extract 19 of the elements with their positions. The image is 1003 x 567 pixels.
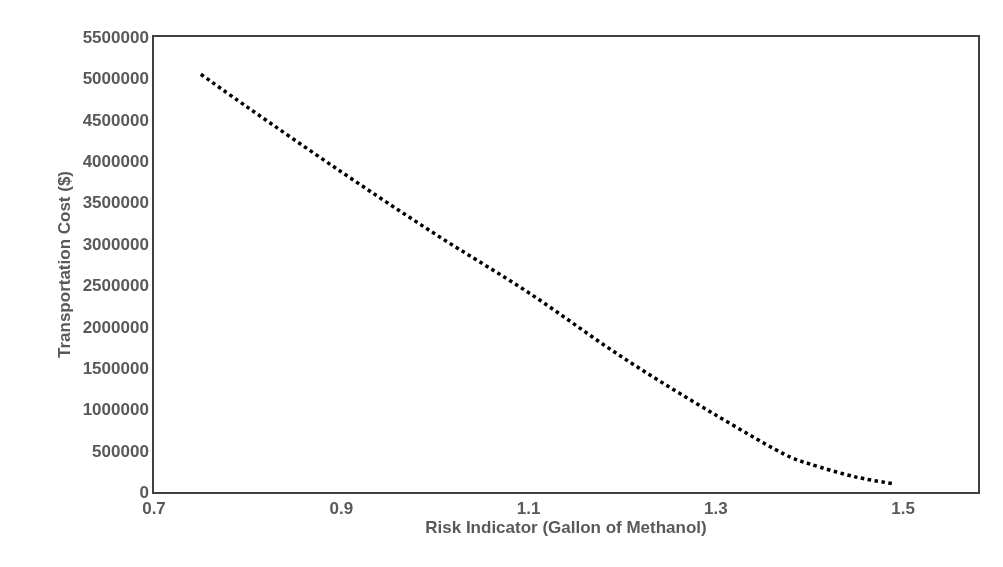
y-tick-label: 3500000 — [82, 193, 149, 213]
x-axis-title: Risk Indicator (Gallon of Methanol) — [425, 518, 707, 538]
y-tick-label: 5500000 — [82, 27, 149, 47]
x-tick-label: 0.9 — [329, 499, 354, 519]
y-tick-label: 5000000 — [82, 69, 149, 89]
x-tick-label: 1.1 — [516, 499, 541, 519]
y-tick-label: 3000000 — [82, 234, 149, 254]
y-tick-label: 4500000 — [82, 110, 149, 130]
y-tick-label: 2000000 — [82, 317, 149, 337]
x-tick-label: 1.3 — [704, 499, 728, 519]
x-tick-label: 1.5 — [891, 499, 915, 519]
y-tick-label: 0 — [139, 482, 149, 502]
y-tick-label: 1500000 — [82, 358, 149, 378]
y-tick-label: 1000000 — [82, 400, 149, 420]
y-tick-label: 500000 — [92, 441, 149, 461]
x-tick-label: 0.7 — [142, 499, 166, 519]
y-tick-label: 2500000 — [82, 276, 149, 296]
y-tick-label: 4000000 — [82, 152, 149, 172]
y-axis-title: Transportation Cost ($) — [54, 170, 74, 359]
